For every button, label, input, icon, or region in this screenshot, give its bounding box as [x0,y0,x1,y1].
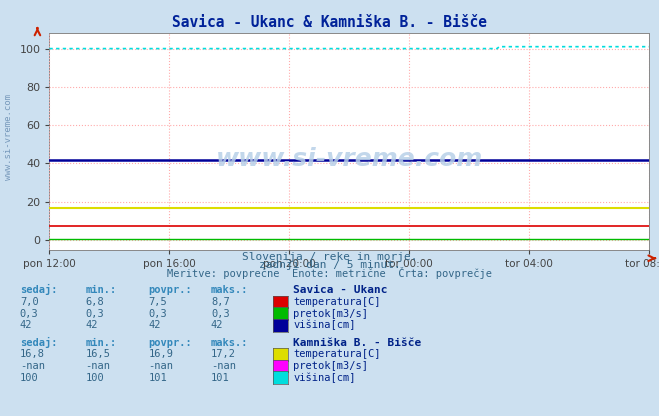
Text: 42: 42 [20,320,32,330]
Text: povpr.:: povpr.: [148,338,192,348]
Text: zadnji dan / 5 minut.: zadnji dan / 5 minut. [258,260,401,270]
Text: temperatura[C]: temperatura[C] [293,349,381,359]
Text: 0,3: 0,3 [20,309,38,319]
Text: 101: 101 [148,373,167,383]
Text: 6,8: 6,8 [86,297,104,307]
Text: maks.:: maks.: [211,338,248,348]
Text: povpr.:: povpr.: [148,285,192,295]
Text: pretok[m3/s]: pretok[m3/s] [293,361,368,371]
Text: 42: 42 [148,320,161,330]
Text: 0,3: 0,3 [148,309,167,319]
Text: maks.:: maks.: [211,285,248,295]
Text: sedaj:: sedaj: [20,284,57,295]
Text: 0,3: 0,3 [86,309,104,319]
Text: 7,0: 7,0 [20,297,38,307]
Text: www.si-vreme.com: www.si-vreme.com [4,94,13,180]
Text: višina[cm]: višina[cm] [293,372,356,383]
Text: Savica - Ukanc: Savica - Ukanc [293,285,387,295]
Text: višina[cm]: višina[cm] [293,320,356,330]
Text: Kamniška B. - Bišče: Kamniška B. - Bišče [293,338,422,348]
Text: min.:: min.: [86,285,117,295]
Text: temperatura[C]: temperatura[C] [293,297,381,307]
Text: Slovenija / reke in morje.: Slovenija / reke in morje. [242,252,417,262]
Text: 16,8: 16,8 [20,349,45,359]
Text: 100: 100 [86,373,104,383]
Text: 16,5: 16,5 [86,349,111,359]
Text: 42: 42 [211,320,223,330]
Text: Savica - Ukanc & Kamniška B. - Bišče: Savica - Ukanc & Kamniška B. - Bišče [172,15,487,30]
Text: sedaj:: sedaj: [20,337,57,348]
Text: 42: 42 [86,320,98,330]
Text: pretok[m3/s]: pretok[m3/s] [293,309,368,319]
Text: -nan: -nan [86,361,111,371]
Text: 100: 100 [20,373,38,383]
Text: 0,3: 0,3 [211,309,229,319]
Text: -nan: -nan [211,361,236,371]
Text: www.si-vreme.com: www.si-vreme.com [215,147,483,171]
Text: 101: 101 [211,373,229,383]
Text: 7,5: 7,5 [148,297,167,307]
Text: 16,9: 16,9 [148,349,173,359]
Text: min.:: min.: [86,338,117,348]
Text: -nan: -nan [20,361,45,371]
Text: -nan: -nan [148,361,173,371]
Text: 17,2: 17,2 [211,349,236,359]
Text: 8,7: 8,7 [211,297,229,307]
Text: Meritve: povprečne  Enote: metrične  Črta: povprečje: Meritve: povprečne Enote: metrične Črta:… [167,267,492,280]
